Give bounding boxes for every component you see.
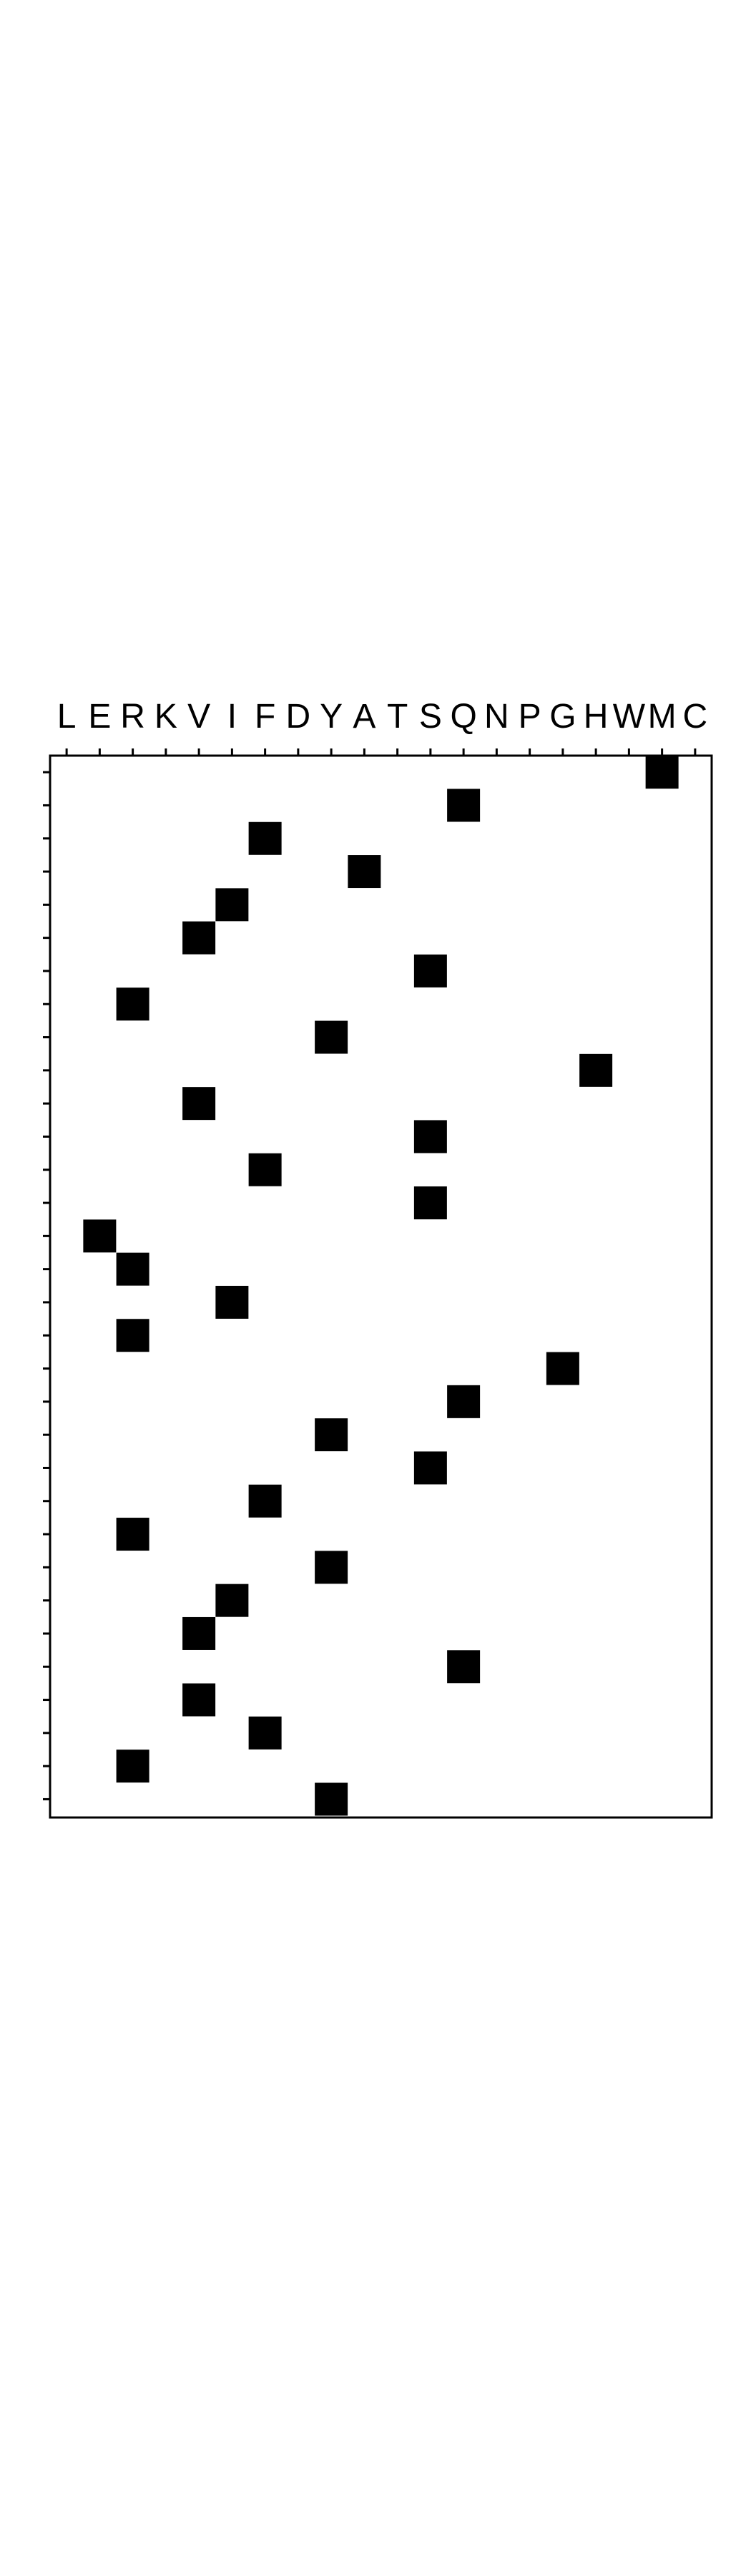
x-tick-label-A: A: [353, 698, 376, 736]
cell-row-30-R: [116, 1750, 149, 1783]
cell-row-22-F: [248, 1484, 282, 1518]
cell-row-4-I: [215, 888, 249, 922]
cell-row-24-Y: [315, 1551, 348, 1584]
cell-row-17-R: [116, 1319, 149, 1352]
x-tick-label-N: N: [484, 698, 509, 736]
plot-frame: [49, 754, 713, 1819]
cell-row-15-R: [116, 1252, 149, 1286]
cell-row-7-R: [116, 987, 149, 1021]
cell-row-18-G: [546, 1352, 579, 1385]
x-tick-label-P: P: [519, 698, 541, 736]
x-tick-label-Q: Q: [450, 698, 476, 736]
cell-row-9-H: [579, 1053, 613, 1087]
cell-row-21-S: [413, 1451, 447, 1485]
cell-row-27-Q: [447, 1650, 481, 1684]
y-ticks: [43, 771, 50, 1800]
cell-row-11-S: [413, 1120, 447, 1153]
x-tick-label-F: F: [255, 698, 275, 736]
x-tick-label-G: G: [549, 698, 576, 736]
cell-row-8-Y: [315, 1020, 348, 1054]
cell-row-6-S: [413, 954, 447, 987]
cell-row-12-F: [248, 1153, 282, 1186]
cell-row-16-I: [215, 1285, 249, 1319]
cell-row-2-F: [248, 821, 282, 855]
cell-row-3-A: [348, 855, 381, 889]
cell-row-1-Q: [447, 789, 481, 822]
x-tick-label-M: M: [648, 698, 677, 736]
cell-row-13-S: [413, 1186, 447, 1220]
x-tick-label-Y: Y: [320, 698, 343, 736]
cell-row-10-V: [182, 1087, 216, 1121]
x-tick-label-I: I: [227, 698, 237, 736]
cell-row-19-Q: [447, 1385, 481, 1418]
x-tick-label-K: K: [154, 698, 177, 736]
x-tick-label-L: L: [57, 698, 77, 736]
x-tick-label-H: H: [584, 698, 609, 736]
x-tick-label-S: S: [419, 698, 442, 736]
x-tick-label-T: T: [387, 698, 408, 736]
cell-row-25-I: [215, 1584, 249, 1617]
x-tick-label-D: D: [286, 698, 311, 736]
cell-row-5-V: [182, 921, 216, 955]
cell-row-28-V: [182, 1683, 216, 1717]
cell-row-31-Y: [315, 1782, 348, 1816]
cell-row-0-M: [645, 756, 679, 789]
cell-row-20-Y: [315, 1418, 348, 1452]
x-tick-label-C: C: [683, 698, 708, 736]
cell-row-29-F: [248, 1716, 282, 1750]
cell-row-23-R: [116, 1518, 149, 1551]
cells: [83, 756, 679, 1816]
x-ticks: [65, 748, 697, 756]
x-tick-label-E: E: [88, 698, 111, 736]
cell-row-26-V: [182, 1616, 216, 1650]
x-tick-label-R: R: [120, 698, 145, 736]
cell-row-14-E: [83, 1219, 117, 1253]
x-tick-label-W: W: [613, 698, 646, 736]
x-tick-label-V: V: [187, 698, 210, 736]
